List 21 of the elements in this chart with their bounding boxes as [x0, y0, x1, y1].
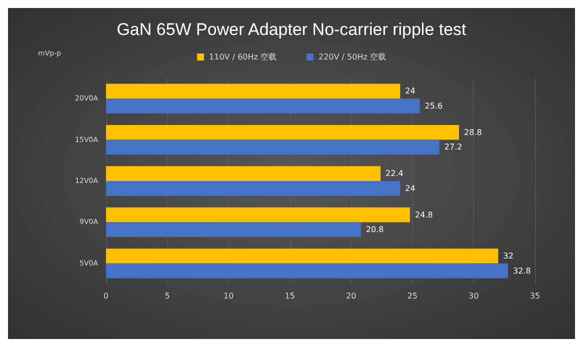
x-tick-label: 5: [164, 292, 170, 300]
x-tick-label: 25: [407, 292, 418, 300]
x-tick-label: 20: [346, 292, 356, 300]
data-label: 28.8: [464, 128, 482, 137]
data-label: 24.8: [414, 210, 433, 220]
data-label: 22.4: [386, 169, 404, 178]
data-label: 20.8: [366, 225, 384, 234]
data-label: 27.2: [444, 142, 462, 152]
legend-label: 110V / 60Hz 空载: [209, 52, 277, 62]
x-tick-label: 10: [223, 292, 234, 300]
data-label: 24: [405, 184, 416, 193]
x-tick-label: 0: [103, 292, 109, 300]
x-tick-label: 35: [530, 292, 540, 300]
chart-title: GaN 65W Power Adapter No-carrier ripple test: [116, 20, 467, 39]
data-label: 24: [405, 86, 416, 96]
legend-label: 220V / 50Hz 空载: [318, 52, 386, 62]
data-label: 32: [503, 251, 514, 260]
data-label: 25.6: [424, 102, 443, 111]
data-label: 32.8: [513, 266, 531, 276]
x-tick-label: 30: [468, 292, 479, 300]
x-tick-label: 15: [284, 292, 295, 300]
